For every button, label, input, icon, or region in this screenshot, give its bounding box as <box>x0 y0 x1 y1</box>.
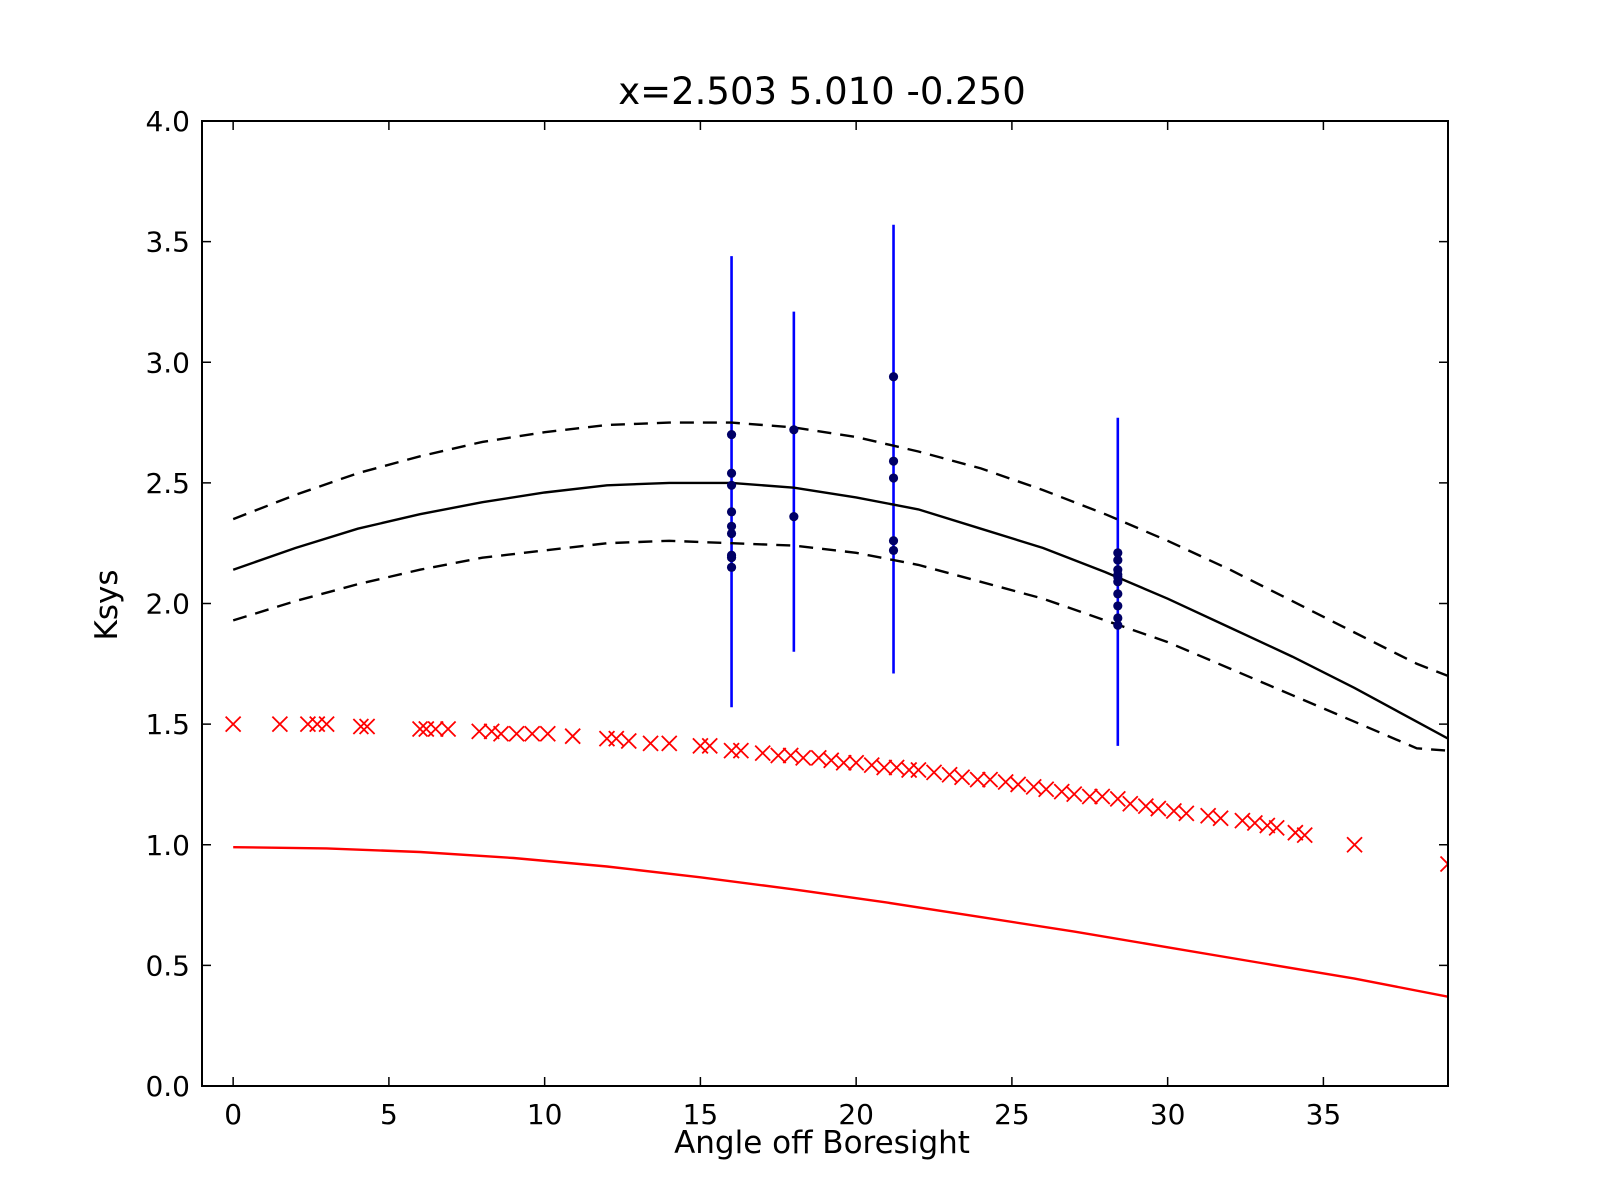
y-tick-label: 1.5 <box>145 708 190 741</box>
x-marker <box>925 764 943 781</box>
x-marker <box>732 742 750 759</box>
x-axis-label: Angle off Boresight <box>674 1125 970 1161</box>
chart-title: x=2.503 5.010 -0.250 <box>618 70 1026 113</box>
x-marker <box>352 718 370 735</box>
x-marker <box>1109 790 1126 808</box>
x-marker <box>1346 836 1363 853</box>
x-marker <box>1296 826 1313 844</box>
x-marker <box>1038 781 1055 798</box>
x-marker <box>1066 785 1083 803</box>
x-marker <box>910 761 927 779</box>
x-marker <box>439 720 457 738</box>
x-marker <box>471 723 488 740</box>
data-point <box>888 473 899 483</box>
y-tick-label: 0.5 <box>145 949 190 982</box>
x-marker <box>427 720 444 738</box>
x-marker <box>1094 788 1111 805</box>
data-point <box>789 512 799 522</box>
data-point <box>1113 601 1123 611</box>
x-marker <box>642 735 659 752</box>
x-marker <box>661 735 678 752</box>
data-point <box>726 562 737 572</box>
x-marker <box>1268 819 1285 836</box>
series-line-3 <box>233 846 1448 998</box>
data-point <box>789 425 799 435</box>
ticks-layer: 0 5 10 15 20 25 30 35 0.0 0.5 1.0 1.5 2.0 2.5 3.0 3.5 4.… <box>145 105 1448 1131</box>
x-marker <box>876 759 893 776</box>
data-point <box>888 536 899 546</box>
x-marker <box>969 771 986 788</box>
x-tick-label: 25 <box>994 1098 1030 1131</box>
x-tick-label: 30 <box>1150 1098 1186 1131</box>
x-tick-label: 5 <box>380 1098 398 1131</box>
x-marker <box>953 769 971 786</box>
x-marker <box>564 728 581 745</box>
data-point <box>1113 548 1123 558</box>
data-point <box>1113 620 1123 630</box>
x-marker <box>508 725 525 742</box>
x-marker <box>1122 795 1139 812</box>
data-point <box>1113 555 1123 565</box>
x-marker <box>225 715 242 733</box>
y-tick-label: 2.0 <box>145 588 190 621</box>
x-marker <box>620 732 637 750</box>
y-tick-label: 3.0 <box>145 346 190 379</box>
plot-area: 0 5 10 15 20 25 30 35 0.0 0.5 1.0 1.5 2.0 2.5 3.0 3.5 4.… <box>145 105 1449 1131</box>
x-marker <box>701 737 718 754</box>
x-marker <box>318 715 335 733</box>
x-tick-label: 15 <box>683 1098 719 1131</box>
data-point <box>726 553 737 563</box>
data-point <box>726 507 737 517</box>
x-marker <box>1287 824 1304 841</box>
x-marker <box>492 725 510 742</box>
y-tick-label: 4.0 <box>145 105 190 138</box>
x-marker <box>358 718 376 735</box>
series-line-2 <box>232 539 1448 752</box>
x-marker <box>1259 817 1276 834</box>
axes-frame <box>201 120 1449 1087</box>
x-marker <box>835 754 852 771</box>
x-marker <box>483 723 500 740</box>
x-marker <box>271 715 289 733</box>
series-line-1 <box>232 421 1448 678</box>
x-marker <box>848 754 865 771</box>
x-marker <box>981 771 999 788</box>
data-point <box>888 456 899 466</box>
y-axis-label: Ksys <box>89 570 125 641</box>
data-point <box>888 545 899 556</box>
x-marker <box>539 725 556 742</box>
x-marker <box>1178 805 1195 822</box>
data-point <box>1113 572 1123 582</box>
x-marker <box>770 747 787 764</box>
y-tick-label: 0.0 <box>145 1070 190 1103</box>
data-point <box>888 372 899 382</box>
y-tick-label: 2.5 <box>145 467 190 500</box>
series-layer <box>225 224 1448 998</box>
x-marker <box>1150 800 1167 817</box>
y-tick-label: 1.0 <box>145 829 190 862</box>
series-line-0 <box>232 481 1448 740</box>
data-point <box>1113 613 1123 623</box>
data-point <box>726 430 737 440</box>
x-marker <box>1009 776 1027 793</box>
x-marker <box>795 749 812 767</box>
x-marker <box>1439 855 1448 873</box>
x-tick-label: 35 <box>1306 1098 1342 1131</box>
data-point <box>726 480 737 490</box>
x-marker <box>1081 788 1098 805</box>
x-tick-label: 0 <box>224 1098 242 1131</box>
data-point <box>1113 589 1123 599</box>
x-marker <box>754 744 771 762</box>
data-point <box>726 468 737 478</box>
x-marker <box>1212 810 1229 827</box>
x-tick-label: 20 <box>838 1098 874 1131</box>
x-tick-label: 10 <box>527 1098 563 1131</box>
data-point <box>726 528 737 539</box>
y-tick-label: 3.5 <box>145 226 190 259</box>
data-point <box>726 521 737 531</box>
x-marker <box>524 725 541 742</box>
x-marker <box>411 720 429 738</box>
